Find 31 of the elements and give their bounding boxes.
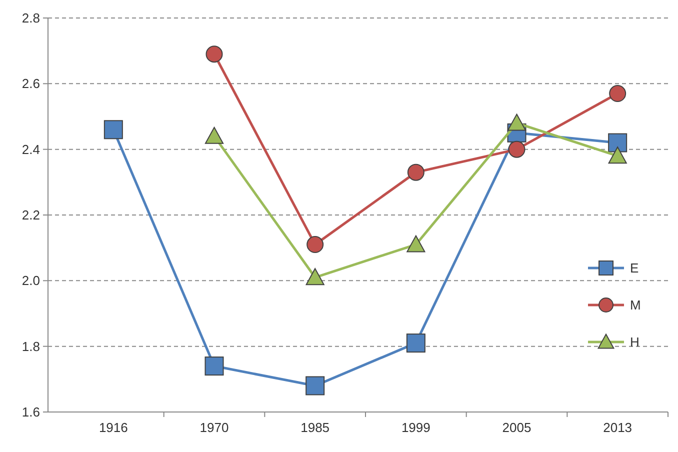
point [609, 85, 626, 102]
y-tick-label: 1.8 [22, 338, 40, 354]
point [406, 235, 426, 252]
point [406, 334, 426, 353]
point [306, 376, 325, 396]
y-tick-label: 2.4 [22, 142, 40, 157]
point [306, 236, 324, 254]
y-tick-label: 1.6 [22, 404, 40, 420]
y-tick-label: 2.2 [22, 208, 40, 223]
point [306, 268, 324, 286]
legend-label: E [630, 260, 639, 276]
point [507, 114, 526, 131]
y-tick-label: 2.0 [22, 273, 40, 288]
x-tick-label: 1916 [98, 420, 128, 435]
point [508, 140, 526, 158]
legend-label: H [630, 334, 640, 350]
y-tick-label: 2.8 [22, 10, 40, 26]
point [104, 120, 123, 140]
point [204, 356, 224, 376]
point [204, 126, 224, 144]
x-tick-label: 1985 [300, 420, 330, 435]
x-tick-label: 2013 [603, 420, 632, 435]
point [608, 146, 627, 164]
point [407, 164, 424, 181]
x-tick-label: 1999 [401, 420, 430, 435]
legend-label: M [630, 298, 641, 313]
x-tick-label: 1970 [200, 420, 229, 435]
x-tick-label: 2005 [502, 420, 532, 435]
point [206, 46, 223, 63]
y-tick-label: 2.6 [22, 76, 40, 92]
point [608, 133, 628, 152]
